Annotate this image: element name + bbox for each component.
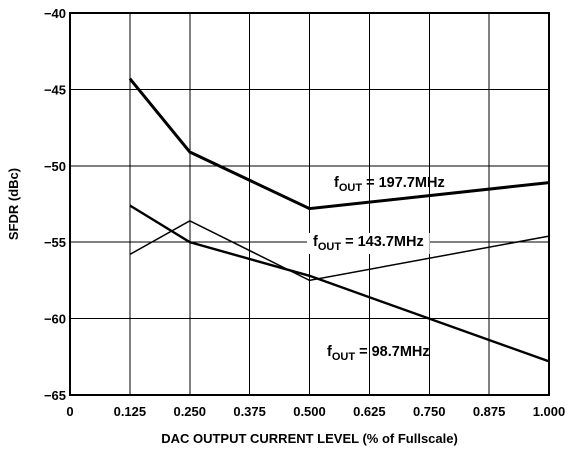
series-label-rest-2: = 98.7MHz <box>355 344 430 360</box>
x-axis-title: DAC OUTPUT CURRENT LEVEL (% of Fullscale… <box>161 431 458 446</box>
y-tick-label-0: −40 <box>44 6 66 21</box>
series-label-main-0: f <box>334 175 339 191</box>
series-label-0: fOUT = 197.7MHz <box>334 175 445 194</box>
series-label-main-2: f <box>327 344 332 360</box>
series-label-text-0: fOUT = 197.7MHz <box>334 175 445 194</box>
series-label-1: fOUT = 143.7MHz <box>307 233 430 254</box>
y-axis-title: SFDR (dBc) <box>6 168 21 240</box>
x-tick-label-1: 0.125 <box>114 404 147 419</box>
x-tick-label-3: 0.375 <box>233 404 266 419</box>
series-label-sub-0: OUT <box>339 182 363 194</box>
y-tick-label-5: −65 <box>44 388 66 403</box>
series-label-rest-0: = 197.7MHz <box>362 175 445 191</box>
x-tick-labels: 0 0.125 0.250 0.375 0.500 0.625 0.750 0.875 1.00… <box>66 404 565 419</box>
grid <box>70 13 549 395</box>
x-tick-label-2: 0.250 <box>173 404 206 419</box>
series-label-2: fOUT = 98.7MHz <box>327 344 430 363</box>
x-tick-label-8: 1.000 <box>533 404 566 419</box>
series-label-sub-2: OUT <box>332 351 356 363</box>
series-label-text-2: fOUT = 98.7MHz <box>327 344 430 363</box>
series-label-bg-1 <box>307 233 430 254</box>
x-tick-label-0: 0 <box>66 404 73 419</box>
y-tick-labels: −40 −45 −50 −55 −60 −65 <box>44 6 66 403</box>
series-label-rest-1: = 143.7MHz <box>341 234 424 250</box>
x-tick-label-5: 0.625 <box>353 404 386 419</box>
y-tick-label-1: −45 <box>44 82 66 97</box>
y-tick-label-2: −50 <box>44 159 66 174</box>
series-line-0 <box>128 77 550 211</box>
x-tick-label-7: 0.875 <box>473 404 506 419</box>
series-label-text-1: fOUT = 143.7MHz <box>313 234 424 253</box>
x-tick-label-6: 0.750 <box>413 404 446 419</box>
series-label-sub-1: OUT <box>318 241 342 253</box>
series-line-1 <box>129 219 550 282</box>
series-lines <box>128 77 550 363</box>
x-tick-label-4: 0.500 <box>293 404 326 419</box>
series-label-main-1: f <box>313 234 318 250</box>
plot-area-border <box>69 12 550 396</box>
y-tick-label-4: −60 <box>44 312 66 327</box>
series-line-2 <box>129 204 550 363</box>
y-tick-label-3: −55 <box>44 235 66 250</box>
